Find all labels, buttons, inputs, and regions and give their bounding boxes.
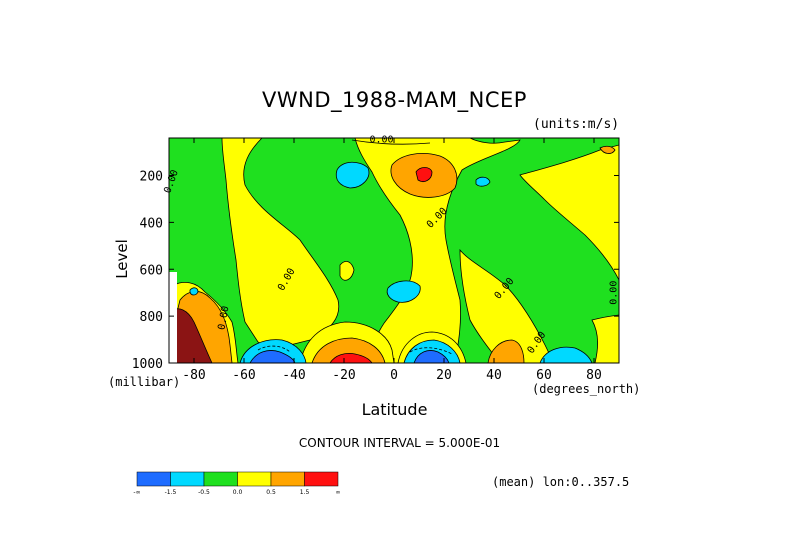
x-axis-label: Latitude — [361, 400, 428, 419]
zero-contour-label: 0.00 — [369, 135, 393, 146]
region-cyan-low-right — [539, 346, 593, 363]
y-tick-label: 400 — [140, 216, 163, 231]
region-orange-topright — [599, 145, 616, 154]
y-axis-unit: (millibar) — [108, 375, 181, 389]
region-cyan-mid — [386, 280, 421, 303]
y-tick-label: 800 — [140, 310, 163, 325]
colorbar-label: -∞ — [133, 489, 140, 496]
contour-fill-layer — [169, 138, 619, 363]
contour-line-dashed-1 — [257, 345, 291, 353]
contour-line-top — [351, 139, 431, 145]
zero-contour-label: 0.00 — [609, 281, 620, 305]
colorbar-swatch — [304, 471, 339, 487]
colorbar-swatch — [203, 471, 238, 487]
region-orange-low-north — [487, 339, 525, 363]
colorbar-swatch — [136, 471, 171, 487]
region-cyan-upper-south — [335, 161, 370, 189]
y-tick-label: 1000 — [132, 357, 163, 372]
x-axis-unit: (degrees_north) — [532, 382, 641, 396]
region-missing-data — [169, 272, 177, 363]
x-tick-label: -80 — [182, 368, 205, 383]
x-tick-label: -20 — [332, 368, 355, 383]
x-tick-label: -40 — [282, 368, 305, 383]
region-blue-low-mid — [413, 350, 450, 363]
x-tick-label: 20 — [436, 368, 452, 383]
x-tick-label: -60 — [232, 368, 255, 383]
x-tick-label: 60 — [536, 368, 552, 383]
colorbar-label: -1.5 — [165, 489, 177, 496]
colorbar-swatch — [270, 471, 305, 487]
colorbar-label: -0.5 — [198, 489, 210, 496]
footer-mean-lon: (mean) lon:0..357.5 — [492, 475, 630, 489]
region-yellow-right-top — [519, 144, 619, 281]
region-darkred-southpole — [169, 308, 213, 363]
x-tick-label: 40 — [486, 368, 502, 383]
colorbar: -∞ -1.5 -0.5 0.0 0.5 1.5 ∞ — [133, 471, 341, 496]
region-cyan-southwest-dot — [189, 287, 199, 296]
region-yellow-small — [339, 261, 355, 281]
region-red-tropic-jet — [415, 167, 433, 182]
contour-interval-text: CONTOUR INTERVAL = 5.000E-01 — [298, 436, 501, 450]
units-label: (units:m/s) — [533, 117, 620, 132]
y-tick-label: 200 — [140, 170, 163, 185]
y-tick-label: 600 — [140, 263, 163, 278]
colorbar-swatch — [170, 471, 205, 487]
x-tick-label: 0 — [390, 368, 398, 383]
region-yellow-right-low — [591, 314, 619, 363]
colorbar-label: ∞ — [336, 489, 341, 496]
x-tick-label: 80 — [586, 368, 602, 383]
region-red-low-south — [329, 353, 373, 363]
chart-title: VWND_1988-MAM_NCEP — [262, 88, 527, 112]
colorbar-swatch — [237, 471, 272, 487]
region-orange-low-south — [311, 337, 386, 363]
colorbar-label: 1.5 — [300, 489, 310, 496]
region-cyan-small-upper — [475, 176, 491, 187]
colorbar-label: 0.5 — [266, 489, 276, 496]
colorbar-label: 0.0 — [233, 489, 243, 496]
zero-contour-label: 0.00 — [217, 305, 232, 331]
axis-ticks: -80 -60 -40 -20 0 20 40 60 80 200 400 600 800 1000 — [132, 138, 619, 383]
